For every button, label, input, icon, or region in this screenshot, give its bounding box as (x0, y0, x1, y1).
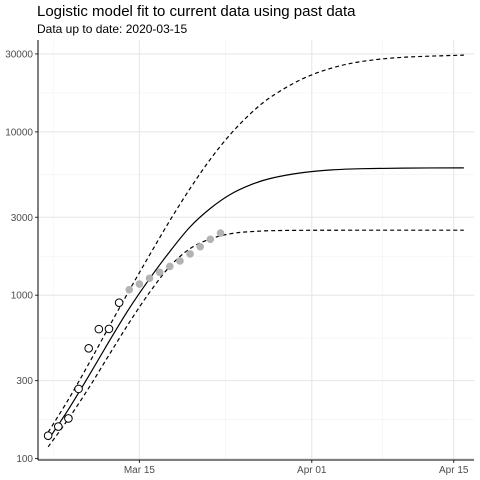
observed-new-point (176, 257, 184, 265)
observed-fit-point (74, 384, 83, 394)
y-tick-label: 3000 (11, 213, 34, 224)
observed-fit-point (84, 344, 93, 353)
observed-new-point (135, 280, 144, 288)
x-tick-label: Apr 15 (439, 465, 469, 476)
y-tick-label: 100 (16, 454, 33, 465)
observed-fit-point (104, 324, 114, 334)
observed-new-point (186, 250, 194, 258)
y-tick-label: 10000 (5, 127, 33, 138)
observed-fit-point (64, 414, 73, 423)
observed-new-point (166, 262, 174, 271)
lower-bound-line (47, 229, 464, 448)
data-points (43, 229, 225, 441)
chart-title: Logistic model fit to current data using… (37, 3, 356, 20)
y-tick-label: 300 (16, 376, 33, 387)
fit-line (47, 167, 464, 441)
observed-new-point (155, 268, 164, 277)
observed-fit-point (53, 422, 63, 431)
observed-fit-point (94, 324, 104, 334)
y-tick-label: 1000 (11, 291, 34, 302)
observed-fit-point (43, 431, 53, 441)
x-tick-label: Mar 15 (124, 465, 156, 476)
axes: 100 300 1000 3000 10000 30000 Mar 15 Apr 01 Apr … (5, 40, 474, 476)
observed-new-point (196, 242, 205, 251)
series-lines (47, 54, 464, 448)
observed-new-point (125, 285, 134, 294)
grid (38, 40, 474, 460)
x-tick-label: Apr 01 (297, 465, 327, 476)
observed-new-point (216, 229, 225, 237)
observed-fit-point (114, 298, 124, 307)
chart-subtitle: Data up to date: 2020-03-15 (37, 22, 188, 36)
y-tick-label: 30000 (5, 49, 33, 60)
observed-new-point (206, 235, 215, 244)
upper-bound-line (47, 54, 464, 433)
observed-new-point (145, 274, 154, 283)
